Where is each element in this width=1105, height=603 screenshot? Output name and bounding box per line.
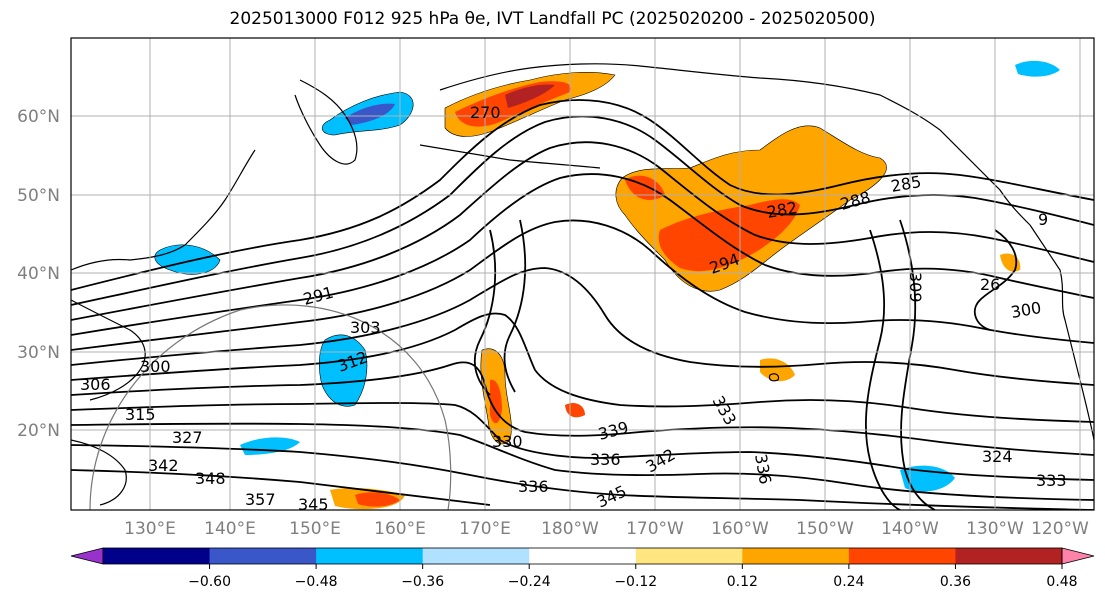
colorbar-tick-label: −0.36 [401, 574, 444, 590]
colorbar-tick-label: −0.24 [508, 574, 551, 590]
contour-label: 345 [298, 495, 329, 514]
lon-label: 130°W [966, 519, 1024, 539]
colorbar-tick-label: −0.12 [614, 574, 657, 590]
colorbar-tick-label: 0.48 [1046, 574, 1077, 590]
strong-anomaly-bottom [355, 492, 400, 507]
colorbar-segment [742, 548, 850, 564]
contour-label: 9 [1038, 210, 1048, 229]
lon-label: 150°E [289, 519, 341, 539]
longitude-labels: 130°E 140°E 150°E 160°E 170°E 180°W 170°… [124, 519, 1089, 539]
lat-label: 60°N [17, 107, 60, 127]
contour-label: 300 [140, 357, 171, 376]
contour-label: 324 [982, 447, 1013, 466]
colorbar-tick-label: −0.60 [188, 574, 231, 590]
colorbar-segment [209, 548, 317, 564]
colorbar-segment [848, 548, 956, 564]
colorbar-segment [422, 548, 530, 564]
colorbar-tick-label: −0.48 [295, 574, 338, 590]
lon-label: 180°W [541, 519, 599, 539]
positive-anomaly-east [760, 358, 795, 382]
map-title: 2025013000 F012 925 hPa θe, IVT Landfall… [229, 9, 876, 29]
coastline-aleutians [419, 144, 601, 169]
contour-label: 270 [470, 103, 501, 122]
coastline-hawaii [768, 373, 780, 382]
contour-label: 336 [590, 450, 621, 469]
contour-label: 315 [125, 405, 156, 424]
lat-label: 30°N [17, 343, 60, 363]
lon-label: 130°E [124, 519, 176, 539]
colorbar-border [102, 547, 1063, 565]
dark-anomaly-alaska [505, 84, 555, 108]
colorbar: −0.60 −0.48 −0.36 −0.24 −0.12 0.12 0.24 0.36 0.4… [70, 547, 1095, 590]
lat-label: 40°N [17, 264, 60, 284]
colorbar-tick-label: 0.24 [833, 574, 864, 590]
coastline-north-america [1029, 224, 1094, 441]
colorbar-segment [955, 548, 1063, 564]
contour-label: 303 [350, 318, 381, 337]
contour-label: 306 [80, 375, 111, 394]
latitude-labels: 60°N 50°N 40°N 30°N 20°N [17, 107, 60, 441]
lon-label: 120°W [1031, 519, 1089, 539]
coastline-alaska [439, 63, 1031, 226]
graticule [71, 38, 1094, 510]
lon-label: 160°W [711, 519, 769, 539]
contour-label: 333 [1036, 471, 1067, 490]
lon-label: 160°E [374, 519, 426, 539]
contour-label: 348 [195, 469, 226, 488]
negative-anomaly-kamchatka-dark [345, 103, 395, 125]
lat-label: 20°N [17, 421, 60, 441]
contour-label: 342 [148, 456, 179, 475]
contour-label: 330 [492, 432, 523, 451]
lon-label: 140°E [204, 519, 256, 539]
contour-label: 336 [518, 477, 549, 496]
colorbar-segment [635, 548, 743, 564]
lon-label: 170°W [626, 519, 684, 539]
range-circle [89, 304, 452, 510]
coastline-kamchatka [294, 79, 358, 165]
contour-label: 327 [172, 428, 203, 447]
lat-label: 50°N [17, 186, 60, 206]
colorbar-extend-low [70, 547, 104, 565]
colorbar-segment [529, 548, 637, 564]
contour-label: 309 [906, 272, 925, 303]
contour-label: 26 [980, 275, 1000, 294]
negative-anomaly-northeast [1015, 60, 1060, 77]
map-panel [71, 38, 1094, 510]
strong-anomaly-central [490, 379, 502, 424]
negative-anomaly-west-pacific [319, 334, 368, 407]
colorbar-tick-label: 0.36 [940, 574, 971, 590]
lon-label: 170°E [459, 519, 511, 539]
map-frame [70, 37, 1095, 511]
colorbar-segment [103, 548, 211, 564]
contour-label: 357 [245, 490, 276, 509]
colorbar-segment [316, 548, 424, 564]
lon-label: 140°W [881, 519, 939, 539]
colorbar-tick-label: 0.12 [727, 574, 758, 590]
colorbar-extend-high [1061, 547, 1095, 565]
lon-label: 150°W [796, 519, 854, 539]
